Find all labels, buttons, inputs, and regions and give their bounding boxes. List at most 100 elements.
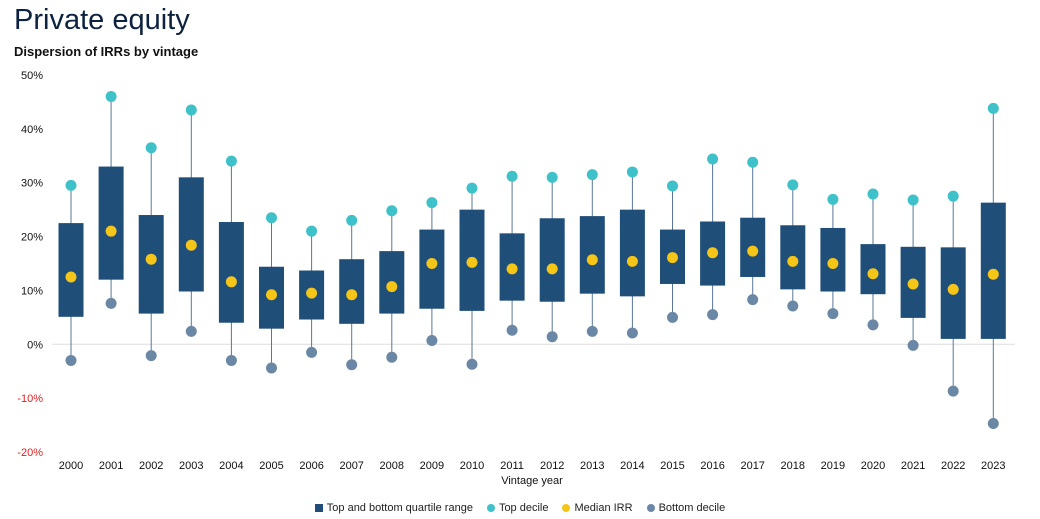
median-point (987, 268, 999, 280)
legend-swatch (646, 504, 655, 512)
x-tick-label: 2012 (540, 460, 564, 472)
y-tick-label: -10% (17, 393, 43, 405)
median-point (586, 254, 598, 266)
bottom-decile-point (426, 335, 438, 347)
legend-swatch (314, 504, 323, 512)
quartile-box (539, 218, 565, 302)
bottom-decile-point (626, 327, 638, 339)
top-decile-point (867, 188, 879, 200)
chart-title: Private equity (14, 4, 190, 36)
bottom-decile-point (867, 319, 879, 331)
x-tick-label: 2014 (620, 460, 644, 472)
bottom-decile-point (266, 362, 277, 374)
x-tick-label: 2019 (821, 460, 845, 472)
x-tick-label: 2013 (580, 460, 604, 472)
y-tick-label: 20% (21, 232, 43, 244)
top-decile-point (787, 179, 799, 191)
top-decile-point (466, 182, 478, 194)
median-point (707, 247, 719, 259)
median-point (65, 271, 77, 283)
top-decile-point (707, 153, 719, 165)
bottom-decile-point (306, 346, 318, 358)
x-tick-label: 2000 (59, 460, 83, 472)
legend-item: Bottom decile (646, 502, 726, 514)
x-tick-label: 2007 (339, 460, 363, 472)
top-decile-point (626, 166, 638, 178)
x-tick-label: 2011 (500, 460, 524, 472)
legend-item: Top decile (486, 502, 549, 514)
x-tick-label: 2015 (660, 460, 684, 472)
top-decile-point (145, 142, 157, 154)
median-point (145, 253, 157, 265)
top-decile-point (947, 190, 959, 202)
x-tick-label: 2018 (781, 460, 805, 472)
median-point (386, 281, 398, 293)
median-point (907, 278, 919, 290)
bottom-decile-point (747, 294, 759, 306)
bottom-decile-point (987, 417, 999, 429)
top-decile-point (586, 169, 598, 181)
bottom-decile-point (105, 297, 117, 309)
quartile-box (218, 222, 244, 323)
bottom-decile-point (225, 354, 237, 366)
y-tick-label: 50% (21, 70, 43, 82)
bottom-decile-point (827, 308, 839, 320)
bottom-decile-point (546, 331, 558, 343)
legend-label: Top decile (498, 502, 549, 514)
legend-swatch (562, 504, 571, 512)
bottom-decile-point (907, 339, 919, 351)
x-tick-label: 2008 (380, 460, 404, 472)
y-tick-label: 0% (27, 339, 43, 351)
x-tick-label: 2021 (901, 460, 925, 472)
bottom-decile-point (506, 324, 518, 336)
quartile-box (58, 223, 84, 317)
legend-item: Top and bottom quartile range (314, 502, 473, 514)
quartile-box (98, 166, 124, 280)
top-decile-point (506, 170, 518, 182)
median-point (426, 258, 438, 269)
top-decile-point (907, 194, 919, 206)
median-point (506, 263, 518, 275)
bottom-decile-point (185, 325, 197, 337)
legend-swatch (486, 504, 495, 512)
top-decile-point (225, 155, 237, 167)
legend-label: Top and bottom quartile range (326, 502, 473, 514)
legend-label: Bottom decile (658, 502, 726, 514)
x-tick-label: 2004 (219, 460, 243, 472)
median-point (867, 268, 879, 280)
top-decile-point (667, 180, 678, 192)
top-decile-point (386, 205, 398, 217)
top-decile-point (747, 156, 759, 168)
top-decile-point (827, 193, 839, 205)
x-tick-label: 2001 (99, 460, 123, 472)
top-decile-point (426, 197, 438, 209)
median-point (346, 289, 358, 301)
bottom-decile-point (667, 311, 678, 323)
bottom-decile-point (145, 350, 157, 362)
legend-label: Median IRR (574, 502, 633, 514)
x-tick-label: 2020 (861, 460, 885, 472)
median-point (306, 287, 318, 299)
y-tick-label: 40% (21, 124, 43, 136)
x-tick-label: 2016 (700, 460, 724, 472)
x-tick-label: 2005 (259, 460, 283, 472)
x-tick-label: 2017 (740, 460, 764, 472)
x-tick-label: 2002 (139, 460, 163, 472)
median-point (626, 255, 638, 267)
bottom-decile-point (586, 325, 598, 337)
quartile-box (619, 209, 645, 297)
y-tick-label: 10% (21, 285, 43, 297)
x-tick-label: 2006 (299, 460, 323, 472)
bottom-decile-point (65, 354, 77, 366)
bottom-decile-point (947, 385, 959, 397)
y-tick-label: 30% (21, 178, 43, 190)
median-point (827, 258, 839, 269)
x-tick-label: 2009 (420, 460, 444, 472)
bottom-decile-point (346, 359, 358, 371)
quartile-box (419, 229, 445, 309)
top-decile-point (987, 102, 999, 114)
top-decile-point (185, 104, 197, 116)
top-decile-point (65, 179, 77, 191)
median-point (185, 239, 197, 251)
x-tick-label: 2010 (460, 460, 484, 472)
